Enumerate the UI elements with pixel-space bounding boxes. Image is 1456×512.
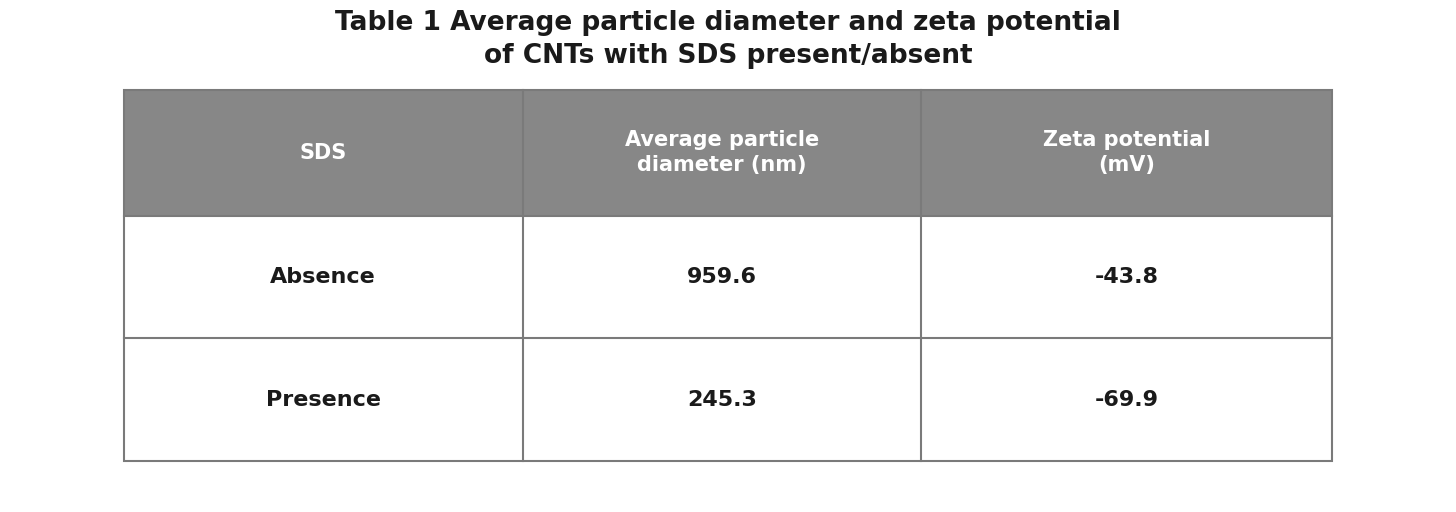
Text: 959.6: 959.6 [687,267,757,287]
Text: -69.9: -69.9 [1095,390,1159,410]
Text: Absence: Absence [271,267,376,287]
Text: Presence: Presence [265,390,380,410]
Text: Zeta potential
(mV): Zeta potential (mV) [1042,131,1210,175]
Text: -43.8: -43.8 [1095,267,1159,287]
Text: Average particle
diameter (nm): Average particle diameter (nm) [625,131,820,175]
Text: SDS: SDS [300,143,347,163]
Text: 245.3: 245.3 [687,390,757,410]
Text: Table 1 Average particle diameter and zeta potential
of CNTs with SDS present/ab: Table 1 Average particle diameter and ze… [335,10,1121,69]
